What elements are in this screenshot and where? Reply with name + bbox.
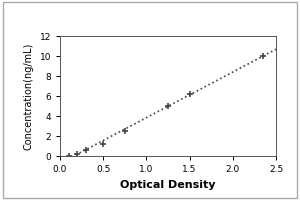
Y-axis label: Concentration(ng/mL): Concentration(ng/mL)	[24, 42, 34, 150]
X-axis label: Optical Density: Optical Density	[120, 180, 216, 190]
